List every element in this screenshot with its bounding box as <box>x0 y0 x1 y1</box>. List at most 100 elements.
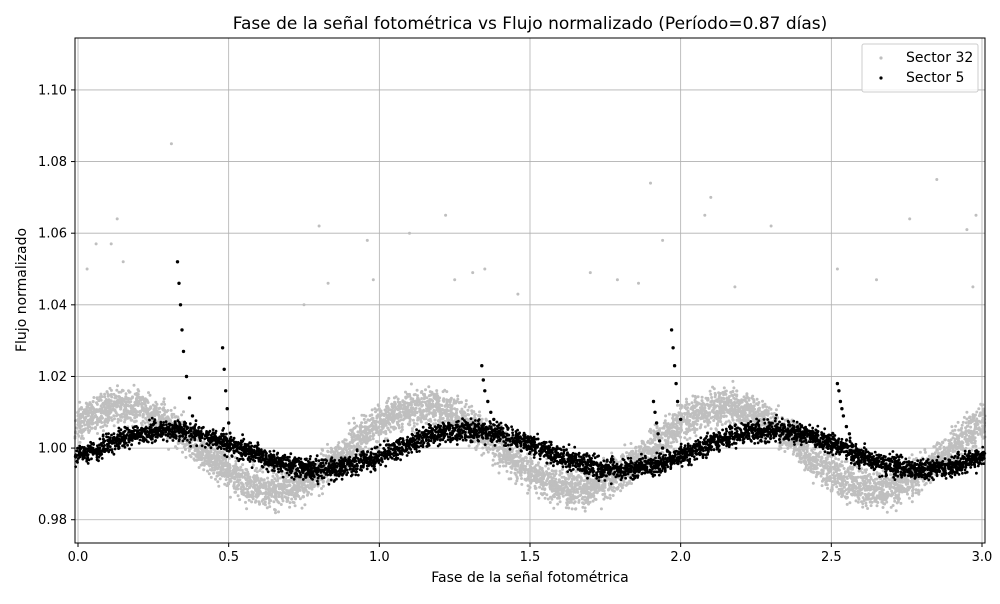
sector-32-point <box>285 500 288 503</box>
sector-32-point <box>847 467 850 470</box>
sector-32-point <box>980 433 983 436</box>
sector-32-point <box>87 431 90 434</box>
sector-32-point <box>265 497 268 500</box>
sector-32-point <box>520 477 523 480</box>
sector-32-point <box>225 478 228 481</box>
sector-32-point <box>410 404 413 407</box>
sector-32-point <box>181 451 184 454</box>
sector-32-point <box>757 401 760 404</box>
sector-32-point <box>431 400 434 403</box>
sector-32-point <box>167 448 170 451</box>
sector-32-point <box>806 454 809 457</box>
sector-32-point <box>510 471 513 474</box>
sector-32-point <box>837 458 840 461</box>
sector-32-point <box>514 468 517 471</box>
sector-32-point <box>162 400 165 403</box>
sector-32-point <box>717 397 720 400</box>
sector-32-point <box>610 452 613 455</box>
sector-32-point <box>765 406 768 409</box>
sector-32-point <box>498 472 501 475</box>
sector-32-point <box>784 419 787 422</box>
sector-32-point <box>254 499 257 502</box>
sector-32-point <box>416 423 419 426</box>
sector-32-point <box>570 501 573 504</box>
sector-32-point <box>290 498 293 501</box>
sector-32-point <box>761 400 764 403</box>
sector-32-point <box>377 404 380 407</box>
sector-32-point <box>234 460 237 463</box>
sector-32-point <box>92 396 95 399</box>
sector-32-point <box>527 460 530 463</box>
sector-32-point <box>589 486 592 489</box>
sector-32-point <box>282 480 285 483</box>
sector-32-point <box>686 438 689 441</box>
sector-32-point <box>650 455 653 458</box>
sector-32-point <box>920 489 923 492</box>
sector-32-point <box>886 485 889 488</box>
sector-32-point <box>106 390 109 393</box>
sector-32-point <box>893 500 896 503</box>
sector-32-point <box>88 411 91 414</box>
sector-32-point <box>732 386 735 389</box>
sector-32-point <box>917 493 920 496</box>
sector-32-point <box>387 397 390 400</box>
sector-32-point <box>437 419 440 422</box>
sector-32-point <box>805 467 808 470</box>
sector-32-point <box>108 407 111 410</box>
sector-32-point <box>250 490 253 493</box>
sector-32-point <box>170 409 173 412</box>
sector-32-point <box>846 503 849 506</box>
sector-32-point <box>410 383 413 386</box>
sector-32-point <box>977 407 980 410</box>
sector-32-point <box>110 416 113 419</box>
sector-32-point <box>612 489 615 492</box>
sector-32-point <box>638 445 641 448</box>
sector-32-point <box>142 416 145 419</box>
sector-32-point <box>103 393 106 396</box>
sector-32-point <box>160 403 163 406</box>
sector-32-point <box>701 399 704 402</box>
sector-32-point <box>521 462 524 465</box>
sector-32-point <box>353 422 356 425</box>
sector-32-point <box>260 477 263 480</box>
sector-32-point <box>524 479 527 482</box>
sector-32-point <box>911 494 914 497</box>
sector-32-point <box>954 450 957 453</box>
sector-32-point <box>202 468 205 471</box>
sector-32-point <box>954 425 957 428</box>
sector-32-point <box>352 417 355 420</box>
sector-32-point <box>180 413 183 416</box>
sector-32-point <box>870 504 873 507</box>
sector-32-point <box>372 437 375 440</box>
sector-32-point <box>408 420 411 423</box>
sector-32-point <box>208 465 211 468</box>
sector-32-point <box>798 446 801 449</box>
sector-32-point <box>556 497 559 500</box>
sector-32-point <box>741 406 744 409</box>
sector-32-point <box>619 489 622 492</box>
sector-32-point <box>90 404 93 407</box>
sector-32-point <box>619 482 622 485</box>
sector-32-point <box>949 432 952 435</box>
sector-32-point <box>714 427 717 430</box>
sector-32-point <box>273 508 276 511</box>
sector-32-point <box>431 411 434 414</box>
sector-32-point <box>869 476 872 479</box>
sector-32-point <box>166 415 169 418</box>
sector-32-point <box>244 477 247 480</box>
sector-32-point <box>864 502 867 505</box>
sector-32-point <box>103 395 106 398</box>
sector-32-point <box>273 477 276 480</box>
sector-32-point <box>888 478 891 481</box>
sector-32-point <box>904 480 907 483</box>
sector-32-point <box>303 491 306 494</box>
sector-32-point <box>133 420 136 423</box>
sector-32-point <box>301 507 304 510</box>
sector-32-point <box>609 494 612 497</box>
sector-32-point <box>245 507 248 510</box>
sector-32-point <box>583 479 586 482</box>
sector-32-point <box>125 392 128 395</box>
sector-32-point <box>235 466 238 469</box>
sector-32-point <box>775 408 778 411</box>
sector-32-point <box>889 473 892 476</box>
